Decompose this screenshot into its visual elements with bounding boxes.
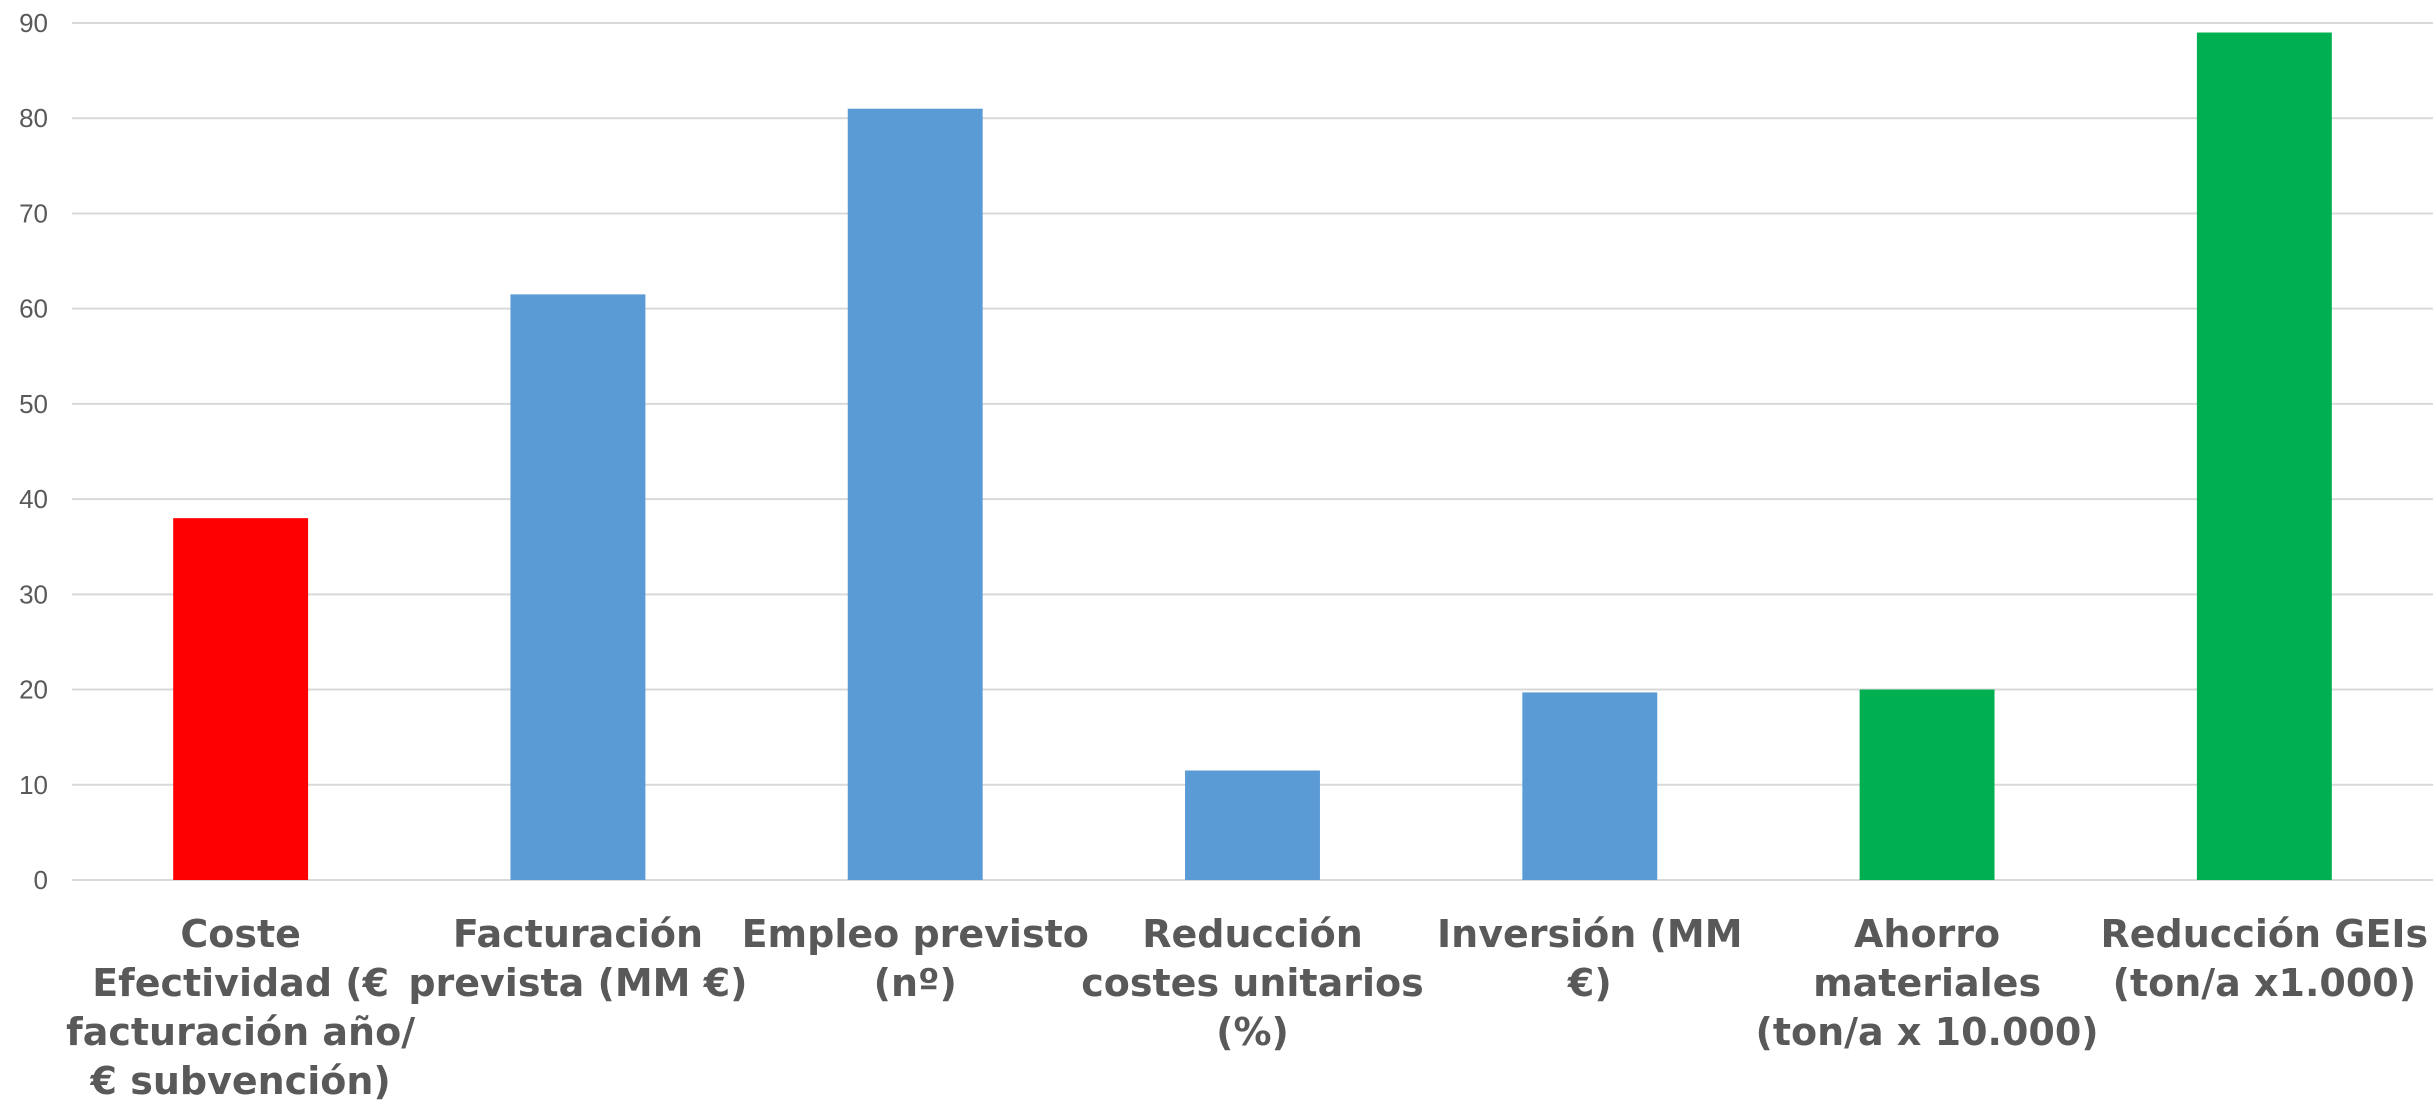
gridlines [72,22,2433,881]
x-category-label-line: (%) [1216,1010,1289,1054]
x-category-label: Coste Efectividad (€ facturación año/ € sub… [66,912,415,1102]
y-tick-label: 10 [19,770,48,800]
y-tick-label: 0 [34,865,48,895]
y-tick-label: 30 [19,579,48,609]
x-category-label-line: € subvención) [90,1059,391,1102]
x-category-label-line: Reducción [1142,912,1363,956]
y-tick-label: 60 [19,294,48,324]
x-category-label-line: prevista (MM €) [408,961,747,1005]
x-category-label-line: Empleo previsto [742,912,1089,956]
y-axis: 0 10 20 30 40 50 60 70 80 90 [19,8,48,895]
x-category-label-line: materiales [1813,961,2041,1005]
y-tick-label: 90 [19,8,48,38]
x-category-label: Facturación prevista (MM €) [408,912,747,1005]
x-category-label-line: Ahorro [1854,912,2000,956]
x-category-label-line: Efectividad (€ [92,961,389,1005]
x-category-label-line: Inversión (MM [1437,912,1743,956]
y-tick-label: 20 [19,675,48,705]
bar [510,294,646,881]
bar [1522,692,1658,880]
x-category-label: Empleo previsto (nº) [742,912,1089,1005]
bar [2196,32,2332,881]
x-axis: Coste Efectividad (€ facturación año/ € sub… [66,912,2428,1102]
x-category-label-line: €) [1567,961,1612,1005]
bar [173,518,309,880]
bars [173,32,2332,881]
x-category-label-line: (ton/a x1.000) [2113,961,2417,1005]
bar [847,108,983,880]
bar [1859,689,1995,880]
x-category-label: Inversión (MM €) [1437,912,1743,1005]
x-category-label-line: (ton/a x 10.000) [1755,1010,2098,1054]
bar [1185,770,1320,880]
x-category-label-line: (nº) [874,961,957,1005]
x-category-label: Reducción GEIs (ton/a x1.000) [2101,912,2429,1005]
y-tick-label: 80 [19,103,48,133]
y-tick-label: 70 [19,198,48,228]
x-category-label-line: costes unitarios [1081,961,1423,1005]
x-category-label-line: Facturación [453,912,703,956]
x-category-label-line: Coste [180,912,301,956]
y-tick-label: 50 [19,389,48,419]
x-category-label-line: facturación año/ [66,1010,415,1054]
y-tick-label: 40 [19,484,48,514]
x-category-label: Ahorro materiales (ton/a x 10.000) [1755,912,2098,1054]
x-category-label-line: Reducción GEIs [2101,912,2429,956]
x-category-label: Reducción costes unitarios (%) [1081,912,1423,1054]
